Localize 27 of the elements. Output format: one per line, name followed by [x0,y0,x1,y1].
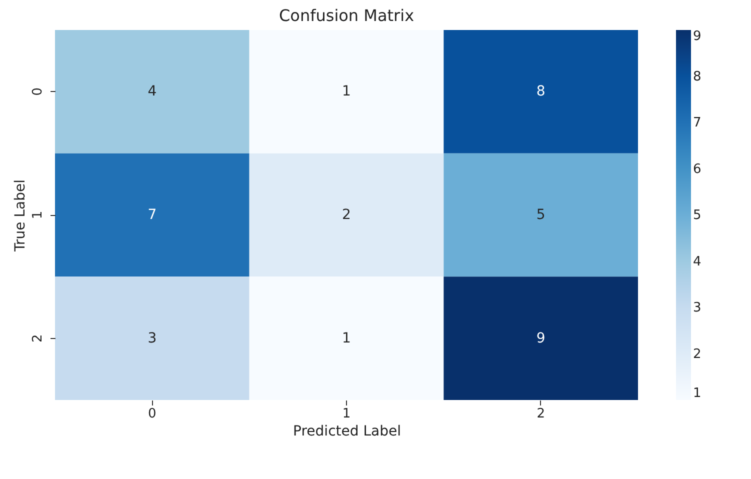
data-label: 3 [148,330,157,346]
color-bar-label: 5 [693,208,702,223]
y-tick-label: 1 [30,210,46,220]
color-bar-label: 1 [693,386,702,401]
color-bar-label: 4 [693,254,702,270]
data-label: 4 [148,84,157,100]
color-bar-label: 8 [693,69,702,84]
chart-title: Confusion Matrix [278,6,414,25]
color-bar-label: 7 [693,116,702,130]
data-label: 1 [342,330,351,346]
color-bar-label: 3 [693,300,702,316]
x-tick-label: 2 [536,406,545,422]
x-axis-title: Predicted Label [293,424,401,440]
x-tick-label: 1 [342,406,351,422]
data-label: 7 [148,207,157,223]
data-label: 5 [536,207,546,223]
y-axis-title: True Label [12,180,28,252]
x-tick-label: 0 [148,406,156,422]
data-label: 1 [342,84,351,100]
data-label: 9 [536,330,546,346]
color-bar-label: 6 [693,162,702,177]
color-bar-label: 2 [693,346,702,362]
y-tick-label: 2 [30,334,46,342]
data-label: 8 [536,84,546,100]
data-label: 2 [342,207,351,223]
color-bar-label: 9 [693,29,702,44]
y-tick-label: 0 [30,88,46,96]
